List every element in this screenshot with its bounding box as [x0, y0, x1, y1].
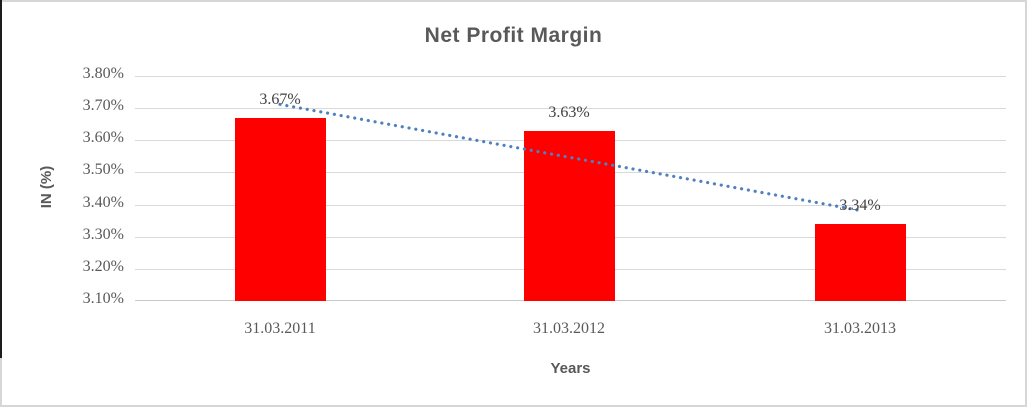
- plot-area: 3.67% 3.63% 3.34%: [135, 76, 1006, 301]
- gridline: [135, 108, 1006, 110]
- y-axis-tick-label: 3.50%: [82, 161, 124, 179]
- bar-data-label: 3.34%: [839, 196, 881, 214]
- y-axis-tick-label: 3.30%: [82, 225, 124, 243]
- x-axis-title: Years: [550, 360, 591, 377]
- trendline-segment: [278, 102, 862, 213]
- y-axis-tick-label: 3.20%: [82, 257, 124, 275]
- y-axis-tick-label: 3.70%: [82, 97, 124, 115]
- y-axis-tick-label: 3.10%: [82, 290, 124, 307]
- bar-data-label: 3.63%: [548, 103, 590, 121]
- bar: [814, 223, 906, 301]
- x-axis-category-label: 31.03.2013: [824, 320, 896, 337]
- trendline: [278, 102, 862, 213]
- y-axis-tick-label: 3.80%: [82, 65, 124, 82]
- bar: [523, 130, 615, 301]
- y-axis-tick-label: 3.60%: [82, 129, 124, 147]
- x-axis-category-label: 31.03.2011: [244, 320, 316, 337]
- x-axis-category-label: 31.03.2012: [533, 320, 605, 337]
- y-axis-tick-label: 3.40%: [82, 193, 124, 211]
- chart-title: Net Profit Margin: [424, 24, 603, 47]
- gridline: [135, 76, 1006, 77]
- chart-border-left: [0, 0, 2, 358]
- bar: [234, 117, 326, 301]
- bar-data-label: 3.67%: [259, 90, 301, 108]
